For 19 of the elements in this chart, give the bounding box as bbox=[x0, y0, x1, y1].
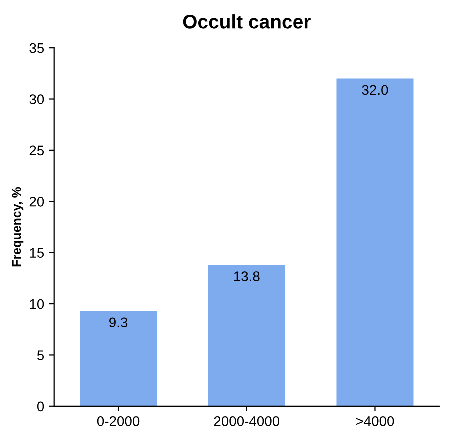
bar bbox=[80, 311, 158, 406]
bar bbox=[336, 78, 414, 406]
y-tick-label: 15 bbox=[30, 248, 44, 258]
x-tick-label: 0-2000 bbox=[97, 416, 140, 426]
chart-title: Occult cancer bbox=[183, 14, 311, 29]
x-tick-label: >4000 bbox=[356, 416, 394, 426]
y-tick-label: 10 bbox=[30, 299, 44, 310]
data-label: 9.3 bbox=[110, 318, 128, 328]
y-tick-label: 20 bbox=[30, 196, 44, 207]
y-tick-label: 25 bbox=[30, 146, 44, 156]
y-tick-label: 0 bbox=[37, 402, 44, 412]
bar bbox=[208, 265, 286, 406]
y-tick-label: 5 bbox=[37, 350, 44, 360]
data-label: 13.8 bbox=[234, 272, 260, 282]
y-tick-label: 30 bbox=[30, 94, 44, 104]
data-label: 32.0 bbox=[362, 85, 388, 96]
x-tick-label: 2000-4000 bbox=[214, 416, 280, 426]
y-tick-label: 35 bbox=[30, 43, 44, 54]
y-axis-title: Frequency, % bbox=[12, 187, 24, 267]
